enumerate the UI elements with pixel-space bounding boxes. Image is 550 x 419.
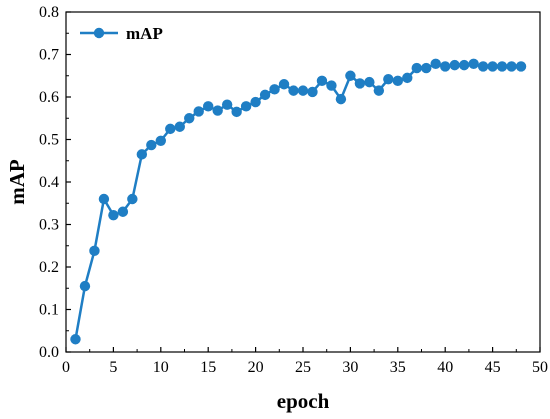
y-axis: 0.0 0.1 0.2 0.3 0.4 0.5 0.6 0.7 0.8 bbox=[39, 4, 71, 361]
data-point bbox=[402, 72, 413, 84]
data-point bbox=[184, 113, 195, 124]
data-point bbox=[468, 58, 479, 70]
data-point bbox=[449, 59, 460, 71]
x-tick-label: 5 bbox=[109, 359, 117, 376]
data-point bbox=[250, 96, 261, 108]
data-point bbox=[155, 135, 166, 146]
legend: mAP bbox=[80, 24, 163, 43]
data-point bbox=[221, 99, 233, 110]
data-point bbox=[373, 85, 385, 96]
x-tick-label: 35 bbox=[390, 359, 406, 376]
x-tick-label: 30 bbox=[342, 359, 358, 376]
y-tick-label: 0.6 bbox=[39, 89, 59, 106]
data-point bbox=[98, 193, 110, 205]
legend-label: mAP bbox=[126, 24, 163, 43]
y-tick-label: 0.8 bbox=[39, 4, 59, 21]
data-point bbox=[458, 59, 470, 71]
y-tick-label: 0.7 bbox=[39, 47, 59, 64]
data-point bbox=[307, 86, 318, 98]
data-point bbox=[269, 84, 280, 95]
data-point bbox=[108, 209, 119, 221]
y-tick-label: 0.4 bbox=[39, 174, 59, 191]
data-point bbox=[288, 85, 299, 96]
x-tick-label: 40 bbox=[437, 359, 453, 376]
data-point bbox=[496, 61, 508, 72]
data-point bbox=[411, 62, 422, 74]
data-point bbox=[440, 61, 451, 72]
x-tick-label: 45 bbox=[485, 359, 501, 376]
data-point bbox=[345, 70, 356, 81]
data-point bbox=[335, 93, 347, 105]
x-tick-label: 0 bbox=[62, 359, 70, 376]
x-tick-label: 50 bbox=[532, 359, 548, 376]
series-line bbox=[74, 62, 522, 340]
data-point bbox=[354, 78, 366, 89]
x-tick-label: 20 bbox=[248, 359, 264, 376]
data-point bbox=[316, 75, 328, 87]
data-point bbox=[193, 106, 204, 117]
data-point bbox=[174, 121, 185, 132]
data-point bbox=[383, 73, 394, 85]
y-tick-label: 0.1 bbox=[39, 302, 59, 319]
data-point bbox=[477, 61, 489, 72]
y-tick-label: 0.0 bbox=[39, 344, 59, 361]
data-point bbox=[326, 80, 337, 91]
data-point bbox=[364, 76, 375, 88]
x-axis-title: epoch bbox=[277, 389, 330, 413]
y-axis-title: mAP bbox=[5, 159, 29, 205]
x-tick-label: 10 bbox=[153, 359, 169, 376]
data-point bbox=[240, 101, 252, 112]
data-point bbox=[259, 89, 271, 101]
data-point bbox=[392, 75, 403, 87]
data-point bbox=[136, 149, 148, 160]
data-point bbox=[506, 61, 517, 72]
y-tick-label: 0.5 bbox=[39, 132, 59, 149]
data-point bbox=[212, 105, 223, 116]
data-point bbox=[430, 58, 441, 70]
x-axis: 0 5 10 15 20 25 30 35 40 45 50 bbox=[62, 347, 548, 376]
x-tick-label: 25 bbox=[295, 359, 311, 376]
data-point bbox=[146, 139, 157, 151]
data-point bbox=[297, 85, 309, 96]
data-point bbox=[117, 206, 129, 217]
x-tick-label: 15 bbox=[200, 359, 216, 376]
data-point bbox=[487, 61, 498, 72]
series-mAP bbox=[70, 58, 527, 345]
y-tick-label: 0.3 bbox=[39, 217, 59, 234]
y-tick-label: 0.2 bbox=[39, 259, 59, 276]
data-point bbox=[165, 123, 176, 135]
data-point bbox=[89, 245, 100, 257]
data-point bbox=[515, 61, 527, 72]
data-point bbox=[79, 280, 91, 292]
data-point bbox=[231, 106, 242, 118]
data-point bbox=[70, 334, 81, 345]
data-point bbox=[127, 193, 138, 205]
legend-marker bbox=[93, 27, 105, 39]
data-point bbox=[203, 101, 214, 112]
data-point bbox=[278, 79, 290, 90]
data-point bbox=[421, 62, 432, 74]
